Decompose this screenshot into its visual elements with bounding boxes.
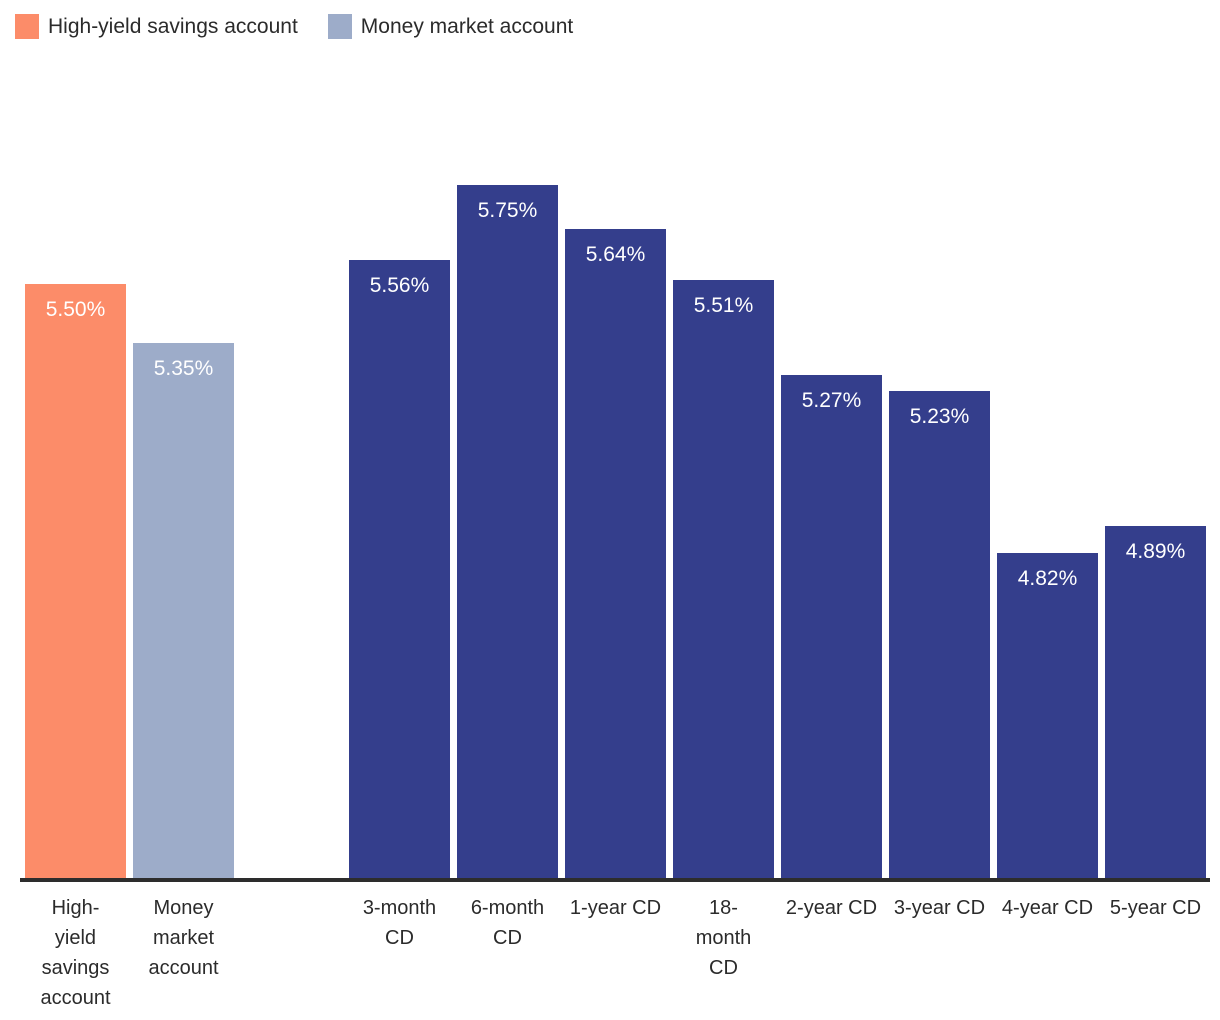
value-label-2-year-cd: 5.27% bbox=[801, 389, 862, 412]
legend-label: High-yield savings account bbox=[48, 14, 298, 38]
bars-row: 5.50% 5.35% 5.56% 5.75% 5.64% 5.51% 5.27% 5.23%… bbox=[25, 185, 1206, 878]
value-label-1-year-cd: 5.64% bbox=[585, 243, 646, 266]
bar-5-year-cd: 4.89% bbox=[1105, 526, 1206, 878]
legend-swatch-icon bbox=[327, 14, 352, 39]
bar-18-month-cd: 5.51% bbox=[673, 280, 774, 878]
bar-slot-3-year-cd: 5.23% bbox=[889, 391, 990, 878]
bar-2-year-cd: 5.27% bbox=[781, 375, 882, 878]
x-label-high-yield-savings-account: High- yield savings account bbox=[40, 897, 111, 1009]
bar-slot-6-month-cd: 5.75% bbox=[457, 185, 558, 878]
bar-1-year-cd: 5.64% bbox=[565, 229, 666, 878]
bar-high-yield-savings-account: 5.50% bbox=[25, 284, 126, 878]
bar-4-year-cd: 4.82% bbox=[997, 553, 1098, 878]
value-label-6-month-cd: 5.75% bbox=[477, 199, 538, 222]
bar-slot-1-year-cd: 5.64% bbox=[565, 229, 666, 878]
bar-slot-money-market-account: 5.35% bbox=[133, 343, 234, 878]
legend: High-yield savings account Money market a… bbox=[15, 14, 573, 39]
value-label-high-yield-savings-account: 5.50% bbox=[45, 298, 106, 321]
value-label-5-year-cd: 4.89% bbox=[1125, 540, 1186, 563]
value-label-money-market-account: 5.35% bbox=[153, 357, 214, 380]
bar-6-month-cd: 5.75% bbox=[457, 185, 558, 878]
x-label-3-year-cd: 3-year CD bbox=[893, 897, 986, 919]
bar-money-market-account: 5.35% bbox=[133, 343, 234, 878]
legend-swatch-icon bbox=[15, 14, 39, 39]
bar-slot-5-year-cd: 4.89% bbox=[1105, 526, 1206, 878]
bar-slot-4-year-cd: 4.82% bbox=[997, 553, 1098, 878]
x-label-18-month-cd: 18- month CD bbox=[695, 897, 752, 979]
x-axis-line bbox=[20, 878, 1210, 882]
bar-slot-2-year-cd: 5.27% bbox=[781, 375, 882, 878]
bar-3-month-cd: 5.56% bbox=[349, 260, 450, 878]
x-label-2-year-cd: 2-year CD bbox=[785, 897, 878, 919]
x-label-6-month-cd: 6-month CD bbox=[470, 897, 545, 949]
value-label-3-year-cd: 5.23% bbox=[909, 405, 970, 428]
value-label-18-month-cd: 5.51% bbox=[693, 294, 754, 317]
value-label-4-year-cd: 4.82% bbox=[1017, 567, 1078, 590]
x-label-5-year-cd: 5-year CD bbox=[1109, 897, 1202, 919]
legend-item-money-market-account: Money market account bbox=[327, 14, 574, 39]
bar-slot-3-month-cd: 5.56% bbox=[349, 260, 450, 878]
x-label-money-market-account: Money market account bbox=[148, 897, 219, 979]
x-label-3-month-cd: 3-month CD bbox=[362, 897, 437, 949]
bar-slot-high-yield-savings-account: 5.50% bbox=[25, 284, 126, 878]
x-label-1-year-cd: 1-year CD bbox=[569, 897, 662, 919]
value-label-3-month-cd: 5.56% bbox=[369, 274, 430, 297]
legend-item-high-yield-savings-account: High-yield savings account bbox=[15, 14, 298, 39]
bar-3-year-cd: 5.23% bbox=[889, 391, 990, 878]
legend-label: Money market account bbox=[360, 14, 574, 38]
x-labels-row: High- yield savings account Money market … bbox=[25, 893, 1206, 1013]
bar-slot-18-month-cd: 5.51% bbox=[673, 280, 774, 878]
x-label-4-year-cd: 4-year CD bbox=[1001, 897, 1094, 919]
